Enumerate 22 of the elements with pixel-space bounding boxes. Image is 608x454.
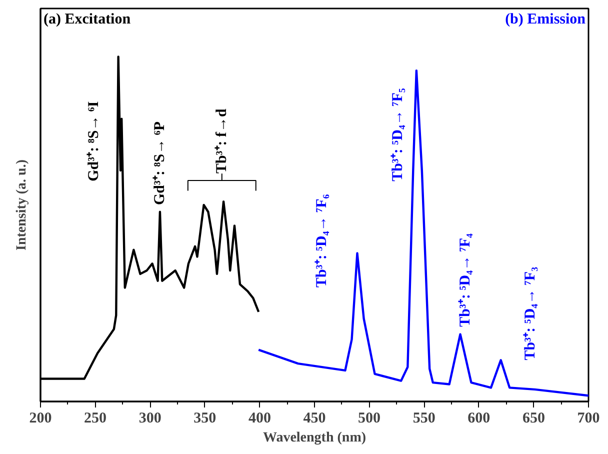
annotation: Gd³⁺: ⁸S→ ⁶I: [86, 101, 102, 182]
annotation: Tb³⁺: ⁵D₄→ ⁷F₆: [314, 194, 330, 288]
annotation: Tb³⁺: ⁵D₄→ ⁷F₃: [522, 266, 538, 360]
x-tick-label: 400: [248, 410, 271, 426]
text: (a) Excitation: [44, 12, 132, 28]
annotation: Gd³⁺: ⁸S→ ⁶P: [152, 121, 168, 205]
x-tick-label: 450: [303, 410, 326, 426]
x-tick-label: 700: [577, 410, 600, 426]
annotation: Tb³⁺: ⁵D₄→ ⁷F₄: [458, 233, 474, 327]
x-tick-label: 300: [138, 410, 162, 426]
x-axis-title: Wavelength (nm): [262, 430, 366, 446]
x-tick-label: 200: [29, 410, 52, 426]
x-tick-label: 600: [468, 410, 490, 426]
annotation: Tb³⁺: ⁵D₄→ ⁷F₅: [390, 88, 406, 182]
x-tick-label: 550: [412, 410, 436, 426]
annotation: Tb³⁺: f→d: [214, 108, 230, 174]
y-axis-title: Intensity (a. u.): [14, 159, 30, 251]
x-tick-label: 250: [84, 410, 107, 426]
x-tick-label: 650: [522, 410, 545, 426]
text: (b) Emission: [505, 12, 586, 28]
x-tick-label: 500: [358, 410, 381, 426]
x-tick-label: 350: [194, 410, 216, 426]
